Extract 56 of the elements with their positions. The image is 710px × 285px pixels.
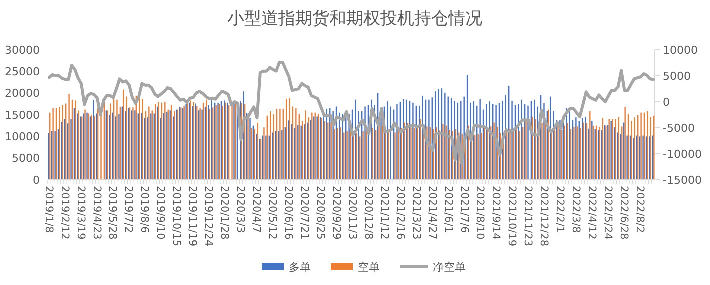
x-tick-label: 2019/2/12 (58, 186, 71, 240)
y-tick-label: 15000 (5, 108, 40, 122)
x-tick-label: 2020/9/29 (330, 186, 342, 240)
x-tick-label: 2022/5/24 (602, 186, 614, 240)
x-tick-label: 2019/8/6 (138, 186, 151, 234)
x-tick-label: 2021/1/12 (378, 186, 390, 240)
x-tick-label: 2019/7/2 (122, 186, 135, 234)
legend-label: 净空单 (433, 260, 466, 274)
x-tick-label: 2022/8/2 (634, 186, 646, 234)
x-tick-label: 2020/12/8 (362, 186, 374, 240)
y-tick-label: 30000 (5, 44, 40, 57)
x-tick-label: 2019/5/28 (106, 186, 119, 240)
x-tick-label: 2019/11/19 (186, 186, 199, 247)
x-tick-label: 2021/6/1 (442, 186, 454, 234)
x-tick-label: 2022/4/12 (586, 186, 598, 240)
x-tick-label: 2020/6/16 (282, 186, 295, 240)
x-tick-label: 2019/1/8 (42, 186, 55, 234)
line-series (48, 60, 655, 165)
x-tick-label: 2019/3/19 (74, 186, 87, 240)
x-tick-label: 2020/11/3 (346, 186, 358, 240)
y-tick-label: 5000 (12, 152, 40, 166)
x-tick-label: 2021/7/6 (458, 186, 470, 234)
x-tick-label: 2019/9/10 (154, 186, 167, 240)
x-tick-label: 2020/5/12 (266, 186, 279, 240)
y-tick-label: 10000 (5, 130, 40, 144)
x-tick-label: 2022/3/8 (570, 186, 582, 234)
y-tick-label: 25000 (5, 66, 40, 79)
y2-tick-label: -15000 (663, 174, 702, 187)
chart-title: 小型道指期货和期权投机持仓情况 (228, 9, 482, 29)
y-tick-label: 20000 (5, 87, 40, 100)
y2-tick-label: 5000 (663, 70, 691, 83)
x-tick-label: 2020/4/7 (250, 186, 263, 234)
x-tick-label: 2022/2/1 (554, 186, 566, 234)
x-tick-label: 2020/8/25 (314, 186, 326, 240)
y2-tick-label: -10000 (663, 148, 702, 161)
x-tick-label: 2021/11/23 (522, 186, 534, 247)
y2-tick-label: 10000 (663, 44, 698, 57)
x-tick-label: 2021/2/16 (394, 186, 406, 240)
x-tick-label: 2020/3/3 (234, 186, 247, 234)
x-tick-label: 2019/4/23 (90, 186, 103, 240)
y-tick-label: 0 (33, 174, 40, 187)
x-tick-label: 2021/4/27 (426, 186, 438, 240)
y2-tick-label: -5000 (663, 122, 695, 135)
x-tick-label: 2021/8/10 (474, 186, 486, 240)
x-tick-label: 2021/3/23 (410, 186, 422, 240)
y2-tick-label: 0 (663, 96, 670, 109)
x-tick-label: 2019/12/24 (202, 186, 215, 247)
x-tick-label: 2021/9/14 (490, 186, 502, 240)
legend-label: 空单 (358, 260, 380, 274)
legend-label: 多单 (289, 260, 311, 274)
x-tick-label: 2020/1/28 (218, 186, 231, 240)
x-tick-label: 2021/12/28 (538, 186, 550, 247)
x-tick-label: 2022/6/28 (618, 186, 630, 240)
x-tick-label: 2020/7/21 (298, 186, 310, 240)
x-tick-label: 2021/10/19 (506, 186, 518, 247)
x-tick-label: 2019/10/15 (170, 186, 183, 247)
